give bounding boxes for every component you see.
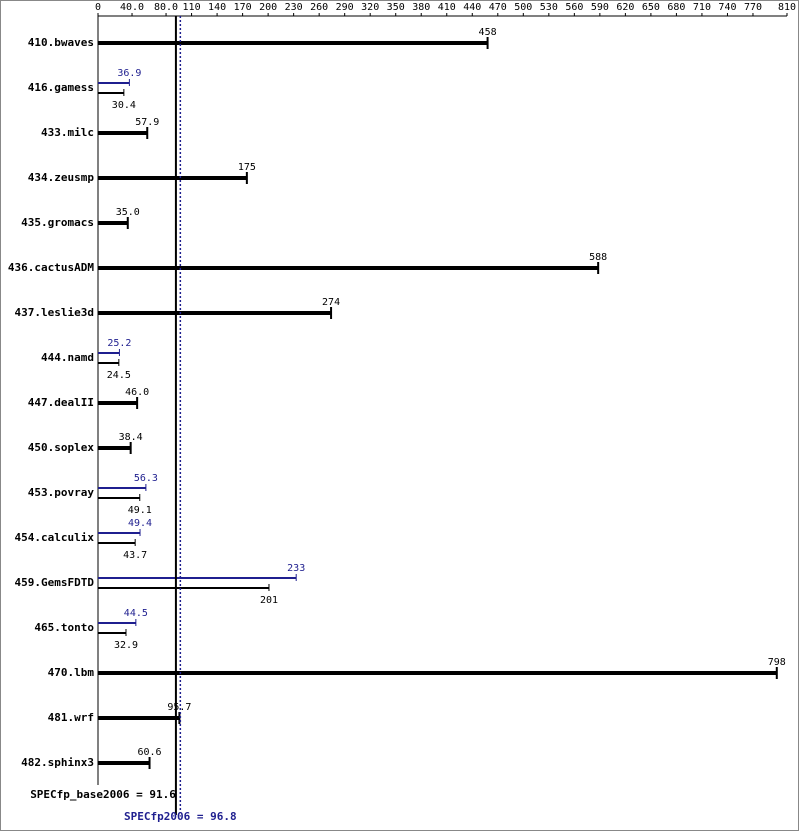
x-tick-label: 40.0 xyxy=(120,2,144,13)
value-label: 32.9 xyxy=(114,640,138,651)
value-label: 24.5 xyxy=(107,370,131,381)
value-label: 49.4 xyxy=(128,518,152,529)
category-label: 444.namd xyxy=(41,351,94,364)
value-label: 38.4 xyxy=(119,432,143,443)
x-tick-label: 620 xyxy=(616,2,634,13)
x-tick-label: 110 xyxy=(183,2,201,13)
bar xyxy=(98,716,180,720)
category-label: 416.gamess xyxy=(28,81,94,94)
value-label: 60.6 xyxy=(138,747,162,758)
value-label: 95.7 xyxy=(167,702,191,713)
x-tick-label: 350 xyxy=(387,2,405,13)
bar-base xyxy=(98,92,124,94)
x-tick-label: 590 xyxy=(591,2,609,13)
bar xyxy=(98,401,138,405)
bar-base xyxy=(98,362,119,364)
category-label: 434.zeusmp xyxy=(28,171,95,184)
value-label: 588 xyxy=(589,252,607,263)
reference-value: 91.6 xyxy=(149,788,176,801)
category-label: 450.soplex xyxy=(28,441,95,454)
category-label: 433.milc xyxy=(41,126,94,139)
category-label: 410.bwaves xyxy=(28,36,94,49)
bar xyxy=(98,221,128,225)
value-label: 798 xyxy=(768,657,786,668)
bar-base xyxy=(98,587,269,589)
x-tick-label: 530 xyxy=(540,2,558,13)
value-label: 57.9 xyxy=(135,117,159,128)
bar xyxy=(98,131,148,135)
bar-base xyxy=(98,632,126,634)
category-label: 454.calculix xyxy=(15,531,95,544)
value-label: 44.5 xyxy=(124,608,148,619)
reference-name: SPECfp2006 = xyxy=(124,810,204,823)
bar xyxy=(98,41,488,45)
bar xyxy=(98,176,247,180)
bar-peak xyxy=(98,487,146,489)
bar-base xyxy=(98,497,140,499)
x-tick-label: 230 xyxy=(285,2,303,13)
x-tick-label: 290 xyxy=(336,2,354,13)
x-tick-label: 0 xyxy=(95,2,101,13)
x-tick-label: 410 xyxy=(438,2,456,13)
bar-base xyxy=(98,542,136,544)
category-label: 437.leslie3d xyxy=(15,306,94,319)
x-tick-label: 740 xyxy=(718,2,736,13)
x-tick-label: 470 xyxy=(489,2,507,13)
bar-peak xyxy=(98,532,141,534)
value-label: 49.1 xyxy=(128,505,152,516)
x-tick-label: 500 xyxy=(514,2,532,13)
reference-name: SPECfp_base2006 = xyxy=(30,788,143,801)
x-tick-label: 80.0 xyxy=(154,2,178,13)
value-label: 56.3 xyxy=(134,473,158,484)
value-label: 46.0 xyxy=(125,387,149,398)
category-label: 435.gromacs xyxy=(21,216,94,229)
bar-peak xyxy=(98,352,120,354)
category-label: 482.sphinx3 xyxy=(21,756,94,769)
x-tick-label: 810 xyxy=(778,2,796,13)
x-tick-label: 170 xyxy=(234,2,252,13)
value-label: 30.4 xyxy=(112,100,136,111)
x-tick-label: 200 xyxy=(259,2,277,13)
bar xyxy=(98,761,150,765)
value-label: 175 xyxy=(238,162,256,173)
bar xyxy=(98,671,777,675)
x-tick-label: 680 xyxy=(667,2,685,13)
category-label: 459.GemsFDTD xyxy=(15,576,95,589)
reference-label: SPECfp_base2006 = 91.6 xyxy=(30,788,176,801)
value-label: 233 xyxy=(287,563,305,574)
category-label: 470.lbm xyxy=(48,666,95,679)
value-label: 201 xyxy=(260,595,278,606)
category-label: 453.povray xyxy=(28,486,95,499)
bar-peak xyxy=(98,622,136,624)
x-tick-label: 320 xyxy=(361,2,379,13)
x-tick-label: 560 xyxy=(565,2,583,13)
reference-label: SPECfp2006 = 96.8 xyxy=(124,810,237,823)
x-tick-label: 140 xyxy=(208,2,226,13)
category-label: 436.cactusADM xyxy=(8,261,94,274)
value-label: 36.9 xyxy=(117,68,141,79)
x-tick-label: 650 xyxy=(642,2,660,13)
x-tick-label: 710 xyxy=(693,2,711,13)
x-tick-label: 260 xyxy=(310,2,328,13)
bar-peak xyxy=(98,82,130,84)
value-label: 35.0 xyxy=(116,207,140,218)
bar-peak xyxy=(98,577,297,579)
reference-value: 96.8 xyxy=(210,810,237,823)
category-label: 481.wrf xyxy=(48,711,94,724)
value-label: 458 xyxy=(479,27,497,38)
bar xyxy=(98,446,131,450)
x-tick-label: 770 xyxy=(744,2,762,13)
bar xyxy=(98,311,332,315)
bar xyxy=(98,266,599,270)
category-label: 465.tonto xyxy=(34,621,94,634)
value-label: 43.7 xyxy=(123,550,147,561)
x-tick-label: 440 xyxy=(463,2,481,13)
value-label: 25.2 xyxy=(107,338,131,349)
x-tick-label: 380 xyxy=(412,2,430,13)
value-label: 274 xyxy=(322,297,340,308)
category-label: 447.dealII xyxy=(28,396,94,409)
